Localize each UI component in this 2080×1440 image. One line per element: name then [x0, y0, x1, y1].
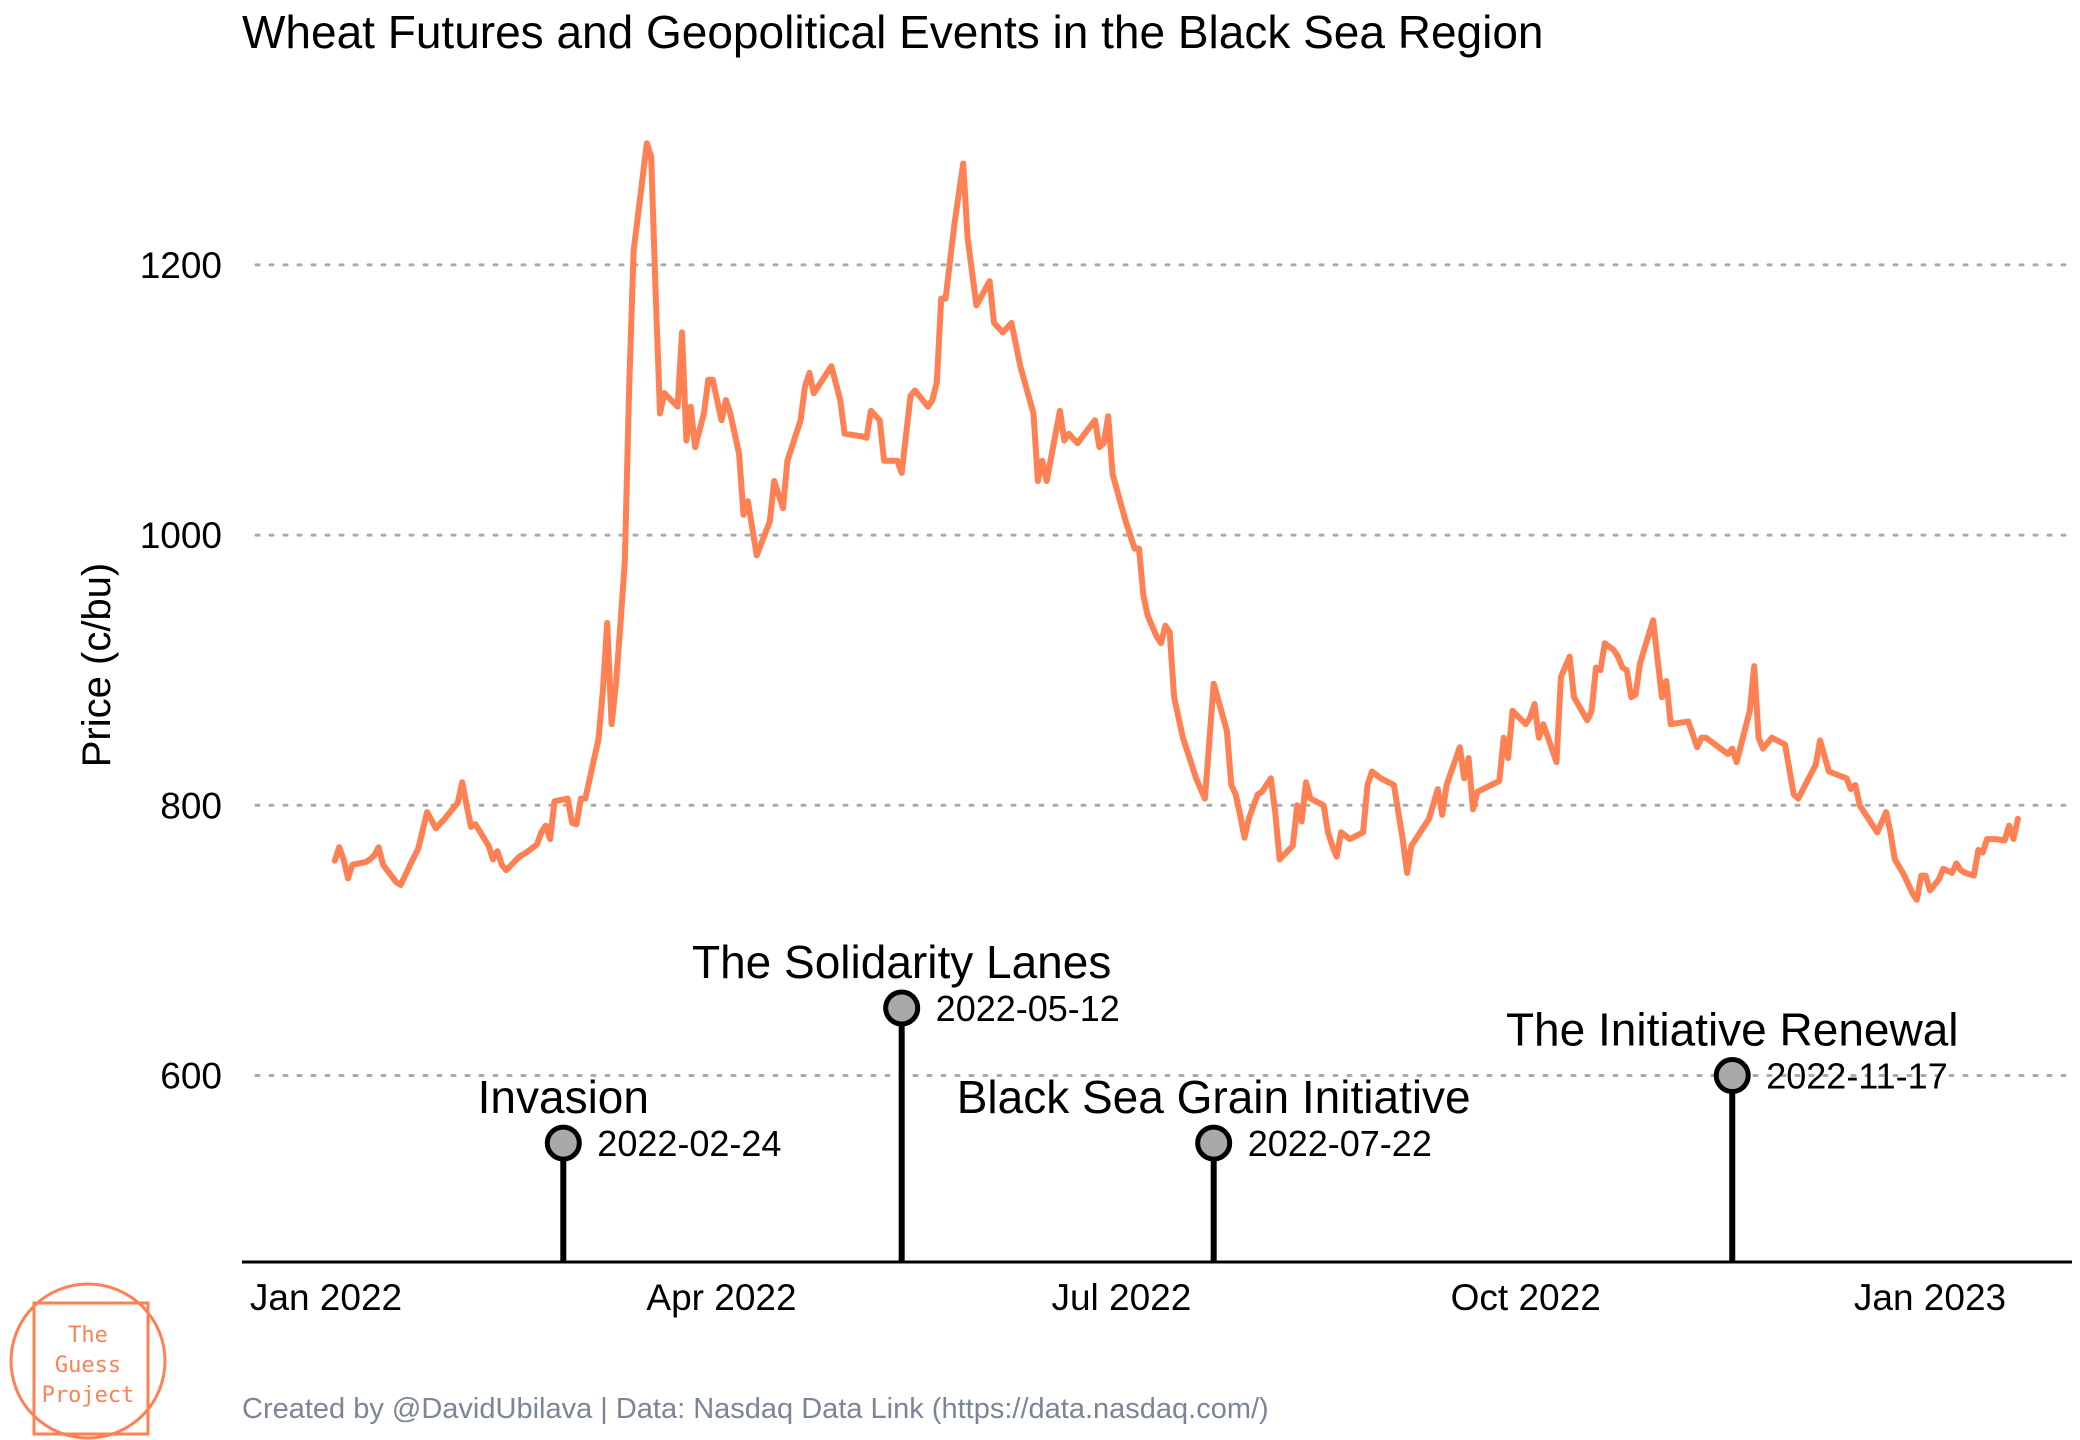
event-date-3: 2022-11-17 — [1766, 1056, 1947, 1097]
caption: Created by @DavidUbilava | Data: Nasdaq … — [242, 1393, 1269, 1425]
logo-square — [32, 1301, 150, 1436]
event-name-2: Black Sea Grain Initiative — [957, 1071, 1471, 1123]
price-line-layer — [331, 140, 2021, 903]
event-date-1: 2022-05-12 — [936, 988, 1120, 1029]
x-tick-label-0: Jan 2022 — [250, 1277, 402, 1318]
y-axis-label: Price (c/bu) — [75, 563, 119, 768]
event-name-0: Invasion — [478, 1071, 649, 1123]
logo-line-3: Project — [42, 1383, 135, 1408]
price-line — [331, 140, 2021, 903]
chart-title: Wheat Futures and Geopolitical Events in… — [242, 6, 1544, 58]
logo-circle — [9, 1282, 167, 1440]
event-name-3: The Initiative Renewal — [1506, 1004, 1959, 1056]
y-tick-labels: 600 800 1000 1200 — [140, 245, 222, 1097]
event-name-1: The Solidarity Lanes — [692, 936, 1111, 988]
logo-line-1: The — [68, 1323, 108, 1348]
logo-line-2: Guess — [55, 1353, 121, 1378]
x-tick-label-3: Oct 2022 — [1451, 1277, 1601, 1318]
logo: The Guess Project — [9, 1282, 167, 1440]
y-tick-label-1200: 1200 — [140, 245, 222, 286]
event-marker-0 — [544, 1124, 582, 1162]
event-marker-2 — [1195, 1124, 1233, 1162]
y-tick-label-1000: 1000 — [140, 515, 222, 556]
gridlines — [254, 263, 2074, 1078]
x-tick-label-2: Jul 2022 — [1051, 1277, 1191, 1318]
event-marker-1 — [883, 989, 921, 1027]
event-marker-3 — [1713, 1057, 1751, 1095]
x-tick-label-4: Jan 2023 — [1854, 1277, 2006, 1318]
y-tick-label-600: 600 — [160, 1056, 222, 1097]
event-date-0: 2022-02-24 — [597, 1123, 781, 1164]
x-tick-labels: Jan 2022 Apr 2022 Jul 2022 Oct 2022 Jan 2023 — [250, 1277, 2006, 1318]
event-date-2: 2022-07-22 — [1248, 1123, 1432, 1164]
y-tick-label-800: 800 — [160, 785, 222, 826]
x-tick-label-1: Apr 2022 — [646, 1277, 796, 1318]
